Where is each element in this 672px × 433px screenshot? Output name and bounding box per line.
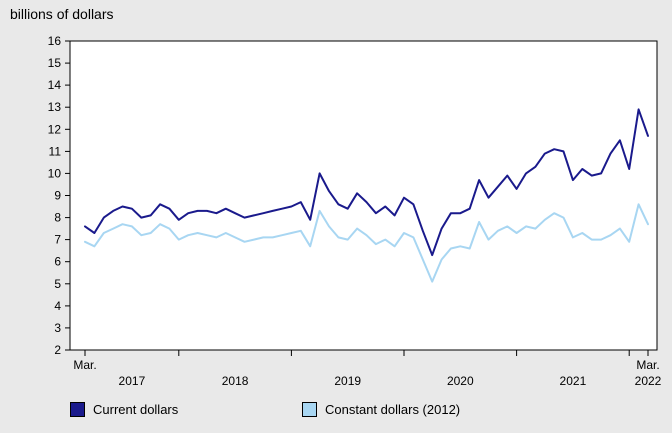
svg-text:2: 2 — [54, 343, 61, 357]
svg-text:16: 16 — [48, 34, 62, 48]
svg-text:2022: 2022 — [635, 374, 662, 388]
legend-item-constant-dollars: Constant dollars (2012) — [302, 402, 460, 417]
svg-text:Mar.: Mar. — [636, 358, 659, 372]
svg-text:9: 9 — [54, 189, 61, 203]
svg-text:11: 11 — [49, 144, 62, 158]
svg-text:13: 13 — [48, 100, 62, 114]
svg-text:5: 5 — [54, 277, 61, 291]
svg-text:12: 12 — [48, 122, 62, 136]
svg-text:2019: 2019 — [334, 374, 361, 388]
svg-text:2020: 2020 — [447, 374, 474, 388]
legend-label-current-dollars: Current dollars — [93, 402, 179, 417]
svg-text:2021: 2021 — [560, 374, 587, 388]
legend: Current dollars Constant dollars (2012) — [0, 402, 672, 422]
line-chart: 2 3 4 5 6 7 8 9 10 11 12 13 14 15 16 Mar. Mar. 2017 2018 20… — [48, 34, 662, 388]
svg-text:Mar.: Mar. — [73, 358, 96, 372]
svg-text:10: 10 — [48, 166, 62, 180]
legend-item-current-dollars: Current dollars — [70, 402, 178, 417]
constant-dollars-swatch — [302, 402, 317, 417]
svg-text:3: 3 — [54, 321, 61, 335]
chart-title: billions of dollars — [10, 6, 114, 22]
svg-text:6: 6 — [54, 255, 61, 269]
svg-text:2018: 2018 — [222, 374, 249, 388]
svg-text:2017: 2017 — [119, 374, 146, 388]
current-dollars-swatch — [70, 402, 85, 417]
svg-text:7: 7 — [54, 233, 61, 247]
svg-text:4: 4 — [54, 299, 61, 313]
svg-text:14: 14 — [48, 78, 62, 92]
svg-text:8: 8 — [54, 211, 61, 225]
legend-label-constant-dollars: Constant dollars (2012) — [325, 402, 461, 417]
svg-text:15: 15 — [48, 56, 62, 70]
